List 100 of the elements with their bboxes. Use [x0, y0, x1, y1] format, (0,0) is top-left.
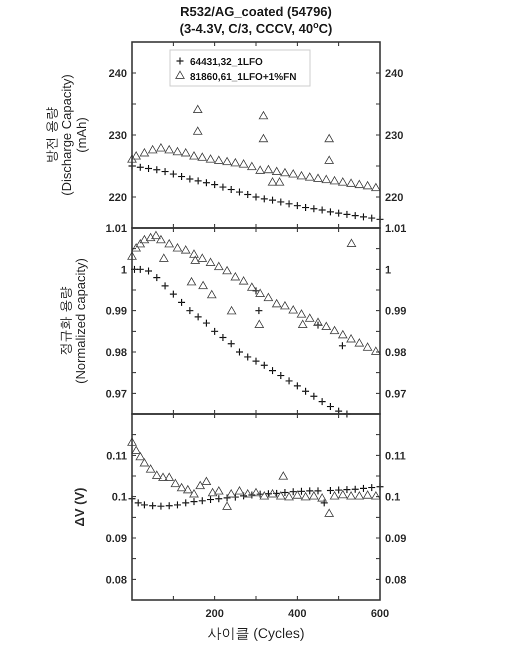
point [158, 472, 168, 481]
point [165, 502, 174, 510]
point [186, 277, 196, 286]
point [368, 483, 376, 492]
y-tick-label: 0.98 [106, 347, 127, 359]
point [202, 178, 210, 187]
chart-title: R532/AG_coated (54796) [180, 4, 332, 19]
point [256, 166, 265, 174]
point [193, 104, 202, 114]
point [313, 318, 323, 326]
point [222, 502, 232, 510]
point [218, 333, 228, 342]
y2-tick-label: 240 [385, 68, 404, 80]
point [140, 458, 150, 466]
point [172, 147, 182, 156]
point [284, 376, 294, 386]
point [359, 212, 368, 221]
point [230, 272, 240, 280]
point [351, 485, 360, 494]
point [189, 250, 199, 258]
y2-tick-label: 220 [385, 192, 404, 204]
point [214, 156, 224, 164]
point [210, 180, 219, 189]
point [346, 491, 356, 500]
point [248, 490, 256, 500]
point [169, 170, 178, 178]
y-tick-label: 0.08 [106, 574, 127, 586]
point [186, 174, 194, 184]
point [371, 491, 380, 500]
y2-tick-label: 0.1 [385, 492, 400, 504]
point [234, 486, 244, 495]
y2-tick-label: 0.09 [385, 533, 406, 545]
point [178, 298, 186, 306]
y-axis-title: 방전 용량 (Discharge Capacity) (mAh) [44, 74, 89, 196]
point [346, 178, 356, 187]
point [206, 495, 215, 504]
point [164, 145, 174, 154]
point [342, 486, 352, 494]
point [322, 175, 331, 184]
point [296, 171, 306, 180]
point [371, 183, 380, 192]
point [260, 491, 269, 500]
point [190, 498, 198, 506]
y2-tick-label: 0.98 [385, 347, 406, 359]
point [276, 371, 285, 380]
point [148, 145, 158, 154]
y-tick-label: 230 [108, 130, 127, 142]
point [156, 235, 166, 244]
point [210, 327, 219, 336]
y-tick-label: 0.1 [112, 492, 127, 504]
point [324, 508, 334, 517]
point [130, 265, 139, 274]
legend-label: 81860,61_1LFO+1%FN [190, 72, 296, 83]
y2-tick-label: 0.08 [385, 574, 406, 586]
point [214, 262, 224, 270]
point [206, 154, 216, 163]
point [324, 156, 334, 164]
point [247, 282, 256, 291]
point [193, 126, 202, 135]
y2-tick-label: 1 [385, 264, 392, 276]
point [252, 192, 260, 202]
point [260, 194, 268, 203]
point [208, 488, 218, 496]
point [235, 348, 244, 356]
point [326, 208, 334, 216]
point [362, 490, 372, 499]
point [258, 111, 268, 120]
point [244, 190, 252, 199]
point [152, 470, 162, 479]
y2-tick-label: 0.97 [385, 388, 406, 400]
point [334, 486, 343, 494]
point [254, 320, 264, 328]
point [202, 476, 212, 486]
point [144, 266, 153, 276]
point [176, 483, 186, 492]
point [170, 479, 180, 488]
y2-tick-label: 230 [385, 130, 404, 142]
point [292, 490, 302, 499]
point [160, 282, 170, 290]
point [288, 169, 298, 178]
point [247, 162, 256, 170]
point [276, 198, 285, 206]
y2-tick-label: 0.11 [385, 450, 406, 462]
point [272, 489, 281, 498]
point [297, 487, 306, 496]
point [160, 167, 170, 176]
y-tick-label: 0.97 [106, 388, 127, 400]
point [302, 387, 310, 396]
point [280, 168, 290, 176]
point [136, 163, 144, 172]
point [127, 438, 137, 446]
point [320, 498, 328, 507]
point [198, 281, 208, 290]
point [132, 446, 141, 454]
point [238, 276, 248, 285]
point [136, 265, 144, 274]
point [173, 500, 182, 510]
point [152, 166, 161, 174]
point [284, 492, 294, 500]
y-tick-label: 0.11 [106, 450, 127, 462]
